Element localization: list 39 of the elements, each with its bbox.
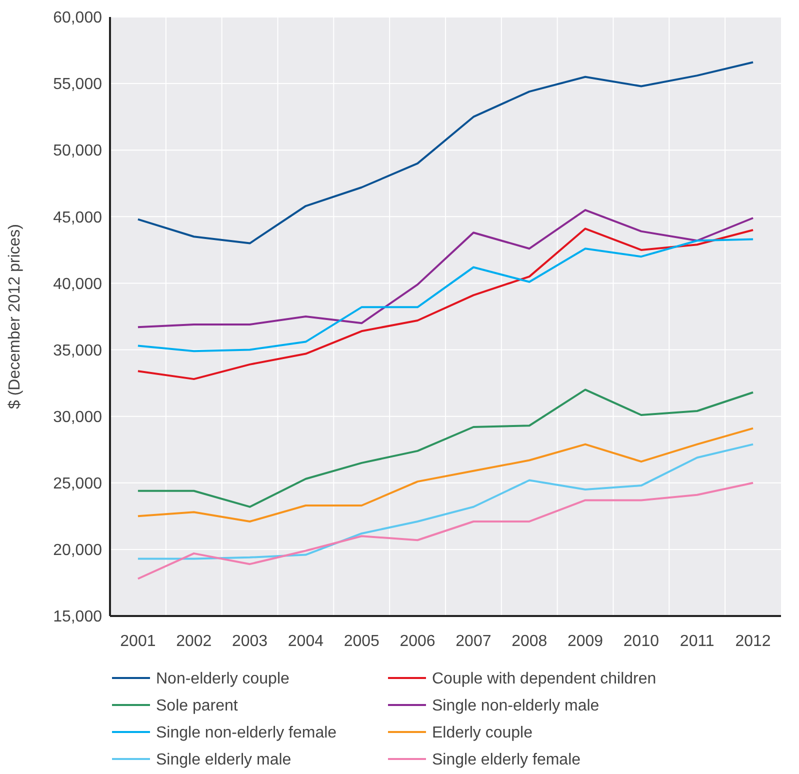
x-tick-label: 2002 (176, 633, 212, 650)
y-tick-label: 55,000 (53, 76, 102, 94)
legend-label: Single non-elderly female (156, 724, 337, 742)
x-tick-label: 2006 (400, 633, 436, 650)
line-series (136, 238, 754, 352)
x-tick-label: 2007 (456, 633, 492, 650)
legend-label: Single elderly female (432, 752, 581, 769)
line-series (136, 228, 754, 380)
x-tick-label: 2012 (735, 633, 771, 650)
x-tick-label: 2008 (512, 633, 548, 650)
x-tick-label: 2009 (567, 633, 604, 650)
line-series (136, 388, 754, 508)
x-tick-label: 2011 (680, 633, 714, 650)
y-tick-label: 35,000 (53, 342, 102, 360)
y-tick-label: 25,000 (53, 475, 102, 492)
legend-label: Single elderly male (156, 752, 292, 769)
y-tick-label: 50,000 (53, 142, 102, 160)
x-tick-label: 2010 (623, 633, 660, 650)
x-tick-label: 2004 (288, 633, 324, 650)
line-series (136, 443, 754, 560)
line-series (136, 61, 754, 244)
legend-label: Non-elderly couple (156, 670, 290, 688)
x-tick-label: 2003 (232, 633, 268, 650)
x-tick-label: 2001 (120, 633, 156, 650)
legend-label: Elderly couple (432, 724, 533, 742)
line-series (136, 209, 754, 328)
y-tick-label: 30,000 (53, 408, 102, 426)
line-series (136, 427, 754, 522)
legend-label: Single non-elderly male (432, 698, 600, 715)
y-tick-label: 20,000 (53, 542, 102, 560)
line-series (136, 482, 754, 580)
y-tick-label: 60,000 (53, 10, 102, 27)
y-tick-label: 45,000 (53, 209, 102, 226)
x-tick-label: 2005 (344, 633, 380, 650)
y-tick-label: 40,000 (53, 276, 102, 293)
legend-label: Sole parent (156, 698, 238, 715)
y-tick-label: 15,000 (53, 608, 102, 626)
legend-label: Couple with dependent children (432, 670, 656, 688)
y-axis-title: $ (December 2012 prices) (6, 224, 24, 409)
